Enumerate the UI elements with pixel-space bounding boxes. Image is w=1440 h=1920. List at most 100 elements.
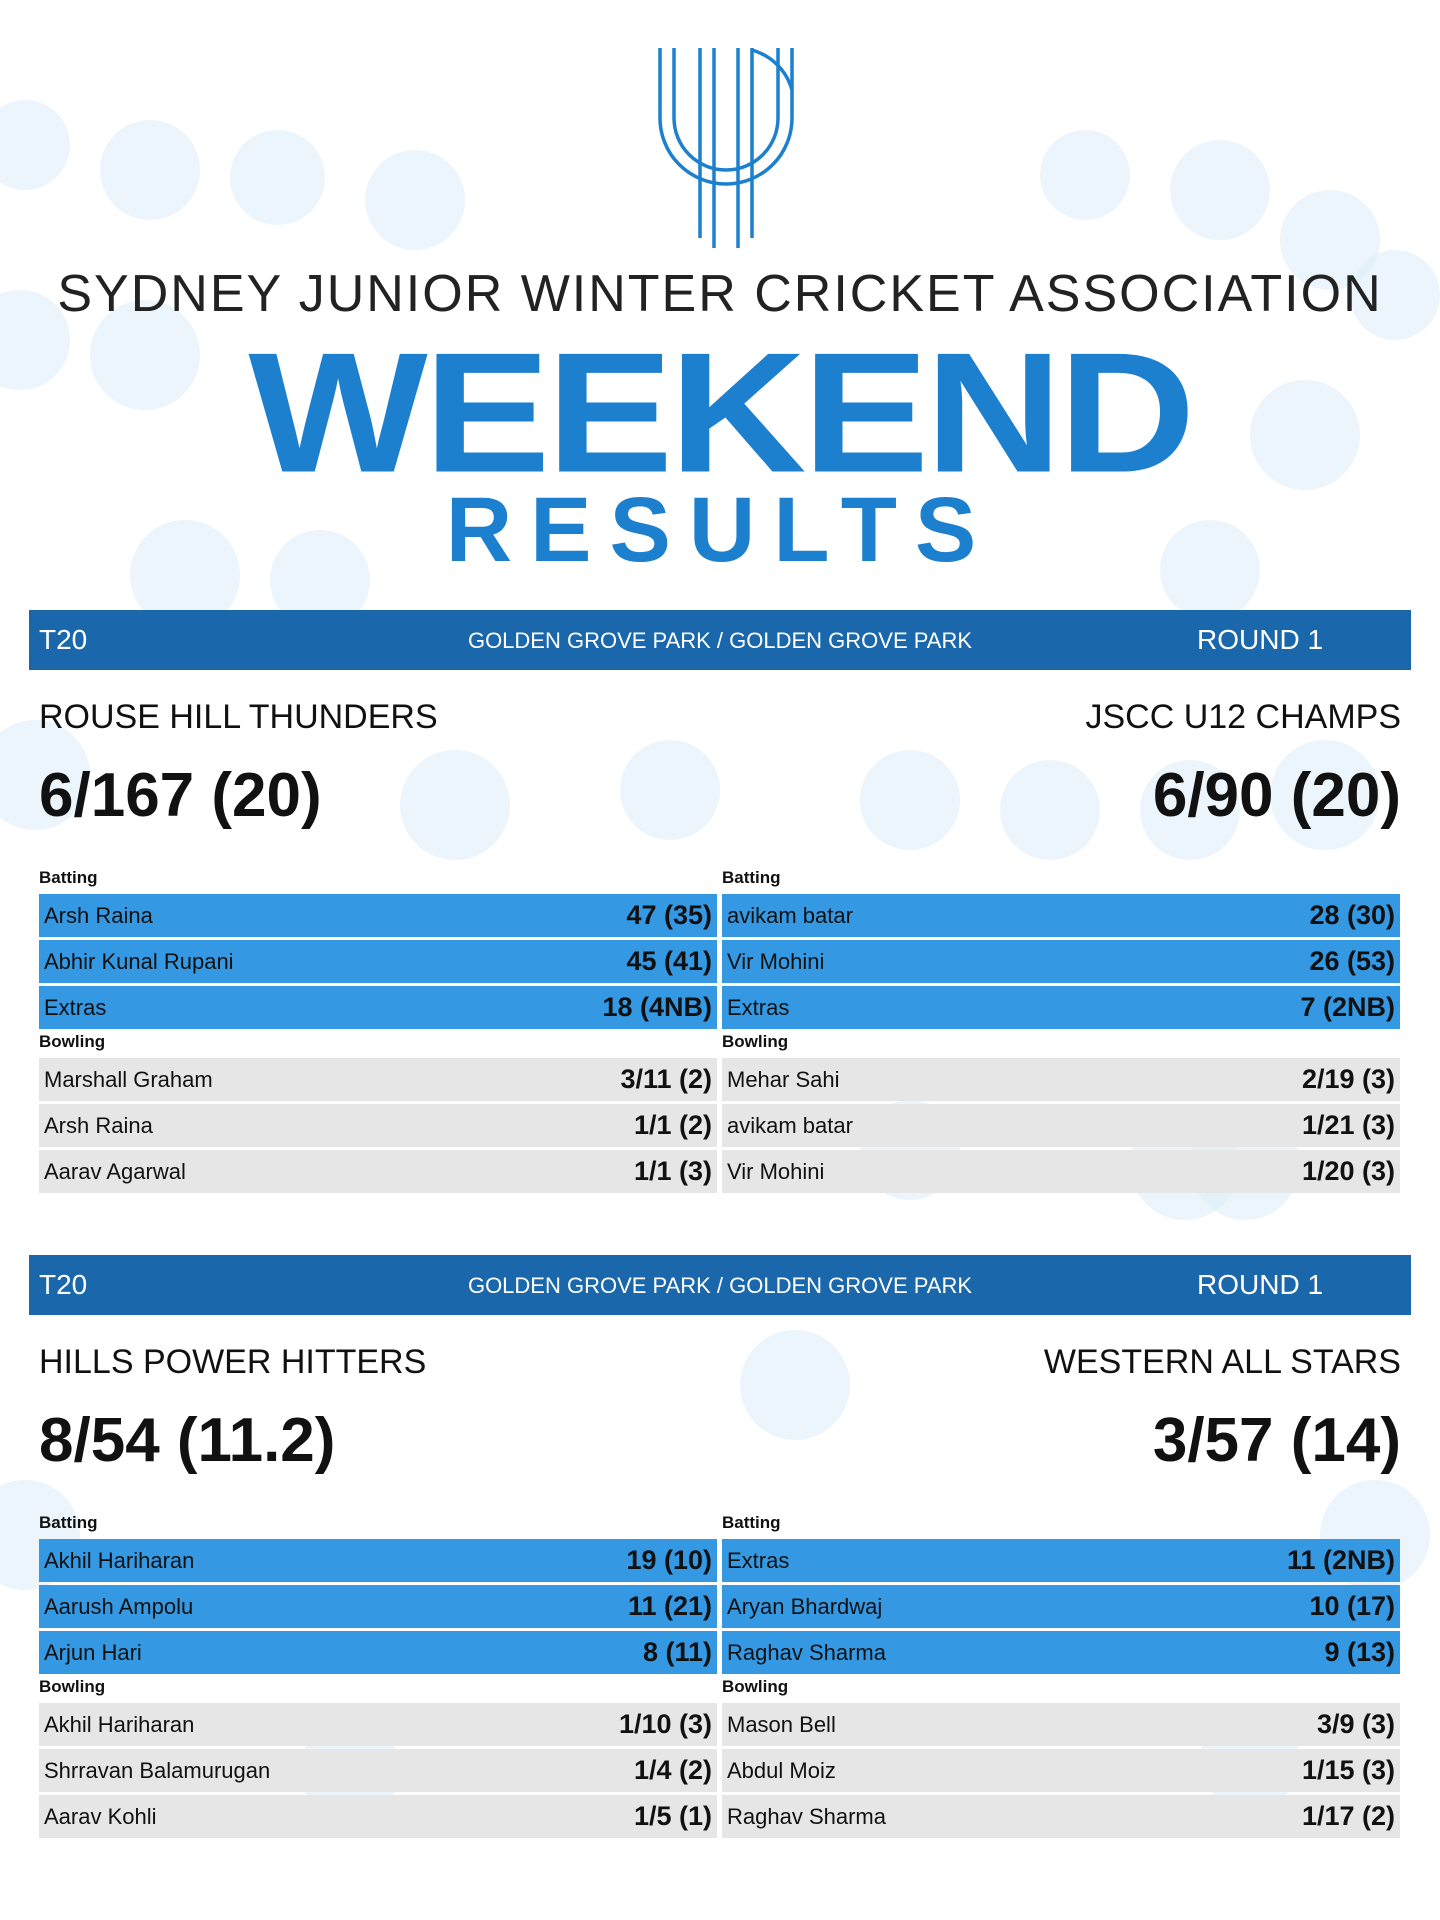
batting-row: Raghav Sharma 9 (13) bbox=[722, 1631, 1400, 1674]
batting-row: Arsh Raina 47 (35) bbox=[39, 894, 717, 937]
player-stat: 47 (35) bbox=[626, 900, 712, 930]
headline: WEEKEND bbox=[248, 317, 1195, 509]
player-stat: 11 (2NB) bbox=[1286, 1545, 1395, 1575]
player-stat: 11 (21) bbox=[627, 1591, 712, 1621]
player-stat: 1/1 (2) bbox=[633, 1110, 712, 1140]
player-stat: 1/10 (3) bbox=[618, 1709, 712, 1739]
player-name: Aarush Ampolu bbox=[44, 1594, 194, 1619]
player-stat: 1/15 (3) bbox=[1301, 1755, 1395, 1785]
batting-row: Extras 11 (2NB) bbox=[722, 1539, 1400, 1582]
team-right-stats: Batting Extras 11 (2NB) Aryan Bhardwaj 10 … bbox=[722, 1513, 1400, 1841]
player-name: Vir Mohini bbox=[727, 1159, 825, 1184]
player-name: Mason Bell bbox=[727, 1712, 836, 1737]
bowling-row: Mehar Sahi 2/19 (3) bbox=[722, 1058, 1400, 1101]
player-name: avikam batar bbox=[727, 903, 853, 928]
player-stat: 1/5 (1) bbox=[633, 1801, 712, 1831]
team-right-score: 3/57 (14) bbox=[1152, 1406, 1401, 1475]
bowling-row: Mason Bell 3/9 (3) bbox=[722, 1703, 1400, 1746]
match-round: ROUND 1 bbox=[1197, 624, 1324, 655]
bowling-row: avikam batar 1/21 (3) bbox=[722, 1104, 1400, 1147]
team-left-name: ROUSE HILL THUNDERS bbox=[39, 698, 438, 736]
bowling-row: Shrravan Balamurugan 1/4 (2) bbox=[39, 1749, 717, 1792]
bowling-row: Vir Mohini 1/20 (3) bbox=[722, 1150, 1400, 1193]
match-info-bar: T20 GOLDEN GROVE PARK / GOLDEN GROVE PAR… bbox=[29, 1255, 1411, 1315]
match-venue: GOLDEN GROVE PARK / GOLDEN GROVE PARK bbox=[467, 1273, 973, 1298]
batting-label: Batting bbox=[39, 1513, 98, 1532]
player-name: Arsh Raina bbox=[44, 1113, 153, 1138]
team-right-stats: Batting avikam batar 28 (30) Vir Mohini 26… bbox=[722, 868, 1400, 1196]
batting-row: Extras 18 (4NB) bbox=[39, 986, 717, 1029]
team-left-stats: Batting Akhil Hariharan 19 (10) Aarush Am… bbox=[39, 1513, 717, 1841]
player-name: Mehar Sahi bbox=[727, 1067, 840, 1092]
match-venue: GOLDEN GROVE PARK / GOLDEN GROVE PARK bbox=[467, 628, 973, 653]
player-stat: 10 (17) bbox=[1309, 1591, 1395, 1621]
player-name: Arsh Raina bbox=[44, 903, 153, 928]
player-stat: 3/9 (3) bbox=[1316, 1709, 1395, 1739]
bowling-row: Arsh Raina 1/1 (2) bbox=[39, 1104, 717, 1147]
bowling-label: Bowling bbox=[722, 1032, 789, 1051]
player-name: Vir Mohini bbox=[727, 949, 825, 974]
player-name: Aarav Agarwal bbox=[44, 1159, 186, 1184]
player-name: Aryan Bhardwaj bbox=[727, 1594, 883, 1619]
batting-row: Arjun Hari 8 (11) bbox=[39, 1631, 717, 1674]
bowling-row: Abdul Moiz 1/15 (3) bbox=[722, 1749, 1400, 1792]
player-stat: 28 (30) bbox=[1309, 900, 1395, 930]
batting-row: Aryan Bhardwaj 10 (17) bbox=[722, 1585, 1400, 1628]
bowling-row: Aarav Kohli 1/5 (1) bbox=[39, 1795, 717, 1838]
player-stat: 9 (13) bbox=[1324, 1637, 1395, 1667]
bowling-label: Bowling bbox=[39, 1677, 106, 1696]
batting-label: Batting bbox=[722, 868, 781, 887]
batting-row: avikam batar 28 (30) bbox=[722, 894, 1400, 937]
player-stat: 1/17 (2) bbox=[1301, 1801, 1395, 1831]
batting-row: Extras 7 (2NB) bbox=[722, 986, 1400, 1029]
team-right-name: JSCC U12 CHAMPS bbox=[1085, 698, 1401, 736]
player-stat: 26 (53) bbox=[1309, 946, 1395, 976]
player-name: avikam batar bbox=[727, 1113, 853, 1138]
player-stat: 18 (4NB) bbox=[602, 992, 712, 1022]
player-name: Akhil Hariharan bbox=[44, 1712, 195, 1737]
subheadline: RESULTS bbox=[445, 479, 995, 581]
batting-row: Akhil Hariharan 19 (10) bbox=[39, 1539, 717, 1582]
team-right-name: WESTERN ALL STARS bbox=[1043, 1343, 1401, 1381]
player-stat: 1/1 (3) bbox=[633, 1156, 712, 1186]
bowling-row: Marshall Graham 3/11 (2) bbox=[39, 1058, 717, 1101]
player-name: Extras bbox=[727, 995, 790, 1020]
player-stat: 8 (11) bbox=[642, 1637, 712, 1667]
batting-label: Batting bbox=[39, 868, 98, 887]
bowling-label: Bowling bbox=[39, 1032, 106, 1051]
player-name: Marshall Graham bbox=[44, 1067, 213, 1092]
player-name: Aarav Kohli bbox=[44, 1804, 157, 1829]
match-format: T20 bbox=[39, 1269, 88, 1300]
player-name: Shrravan Balamurugan bbox=[44, 1758, 271, 1783]
team-left-score: 8/54 (11.2) bbox=[39, 1406, 336, 1475]
player-name: Abhir Kunal Rupani bbox=[44, 949, 234, 974]
player-name: Extras bbox=[727, 1548, 790, 1573]
association-logo bbox=[658, 48, 794, 248]
player-name: Arjun Hari bbox=[44, 1640, 142, 1665]
match-info-bar: T20 GOLDEN GROVE PARK / GOLDEN GROVE PAR… bbox=[29, 610, 1411, 670]
bowling-row: Raghav Sharma 1/17 (2) bbox=[722, 1795, 1400, 1838]
bowling-label: Bowling bbox=[722, 1677, 789, 1696]
match-format: T20 bbox=[39, 624, 88, 655]
batting-row: Aarush Ampolu 11 (21) bbox=[39, 1585, 717, 1628]
bowling-row: Akhil Hariharan 1/10 (3) bbox=[39, 1703, 717, 1746]
player-stat: 45 (41) bbox=[626, 946, 712, 976]
team-left-stats: Batting Arsh Raina 47 (35) Abhir Kunal Ru… bbox=[39, 868, 717, 1196]
player-name: Raghav Sharma bbox=[727, 1640, 886, 1665]
batting-row: Abhir Kunal Rupani 45 (41) bbox=[39, 940, 717, 983]
player-stat: 2/19 (3) bbox=[1301, 1064, 1395, 1094]
team-right-score: 6/90 (20) bbox=[1152, 761, 1401, 830]
player-name: Raghav Sharma bbox=[727, 1804, 886, 1829]
team-left-score: 6/167 (20) bbox=[39, 761, 322, 830]
team-left-name: HILLS POWER HITTERS bbox=[39, 1343, 427, 1381]
bowling-row: Aarav Agarwal 1/1 (3) bbox=[39, 1150, 717, 1193]
player-name: Extras bbox=[44, 995, 107, 1020]
player-stat: 7 (2NB) bbox=[1300, 992, 1395, 1022]
player-name: Abdul Moiz bbox=[727, 1758, 836, 1783]
batting-row: Vir Mohini 26 (53) bbox=[722, 940, 1400, 983]
player-stat: 1/21 (3) bbox=[1301, 1110, 1395, 1140]
player-stat: 3/11 (2) bbox=[620, 1064, 712, 1094]
player-name: Akhil Hariharan bbox=[44, 1548, 195, 1573]
match-round: ROUND 1 bbox=[1197, 1269, 1324, 1300]
player-stat: 1/4 (2) bbox=[633, 1755, 712, 1785]
